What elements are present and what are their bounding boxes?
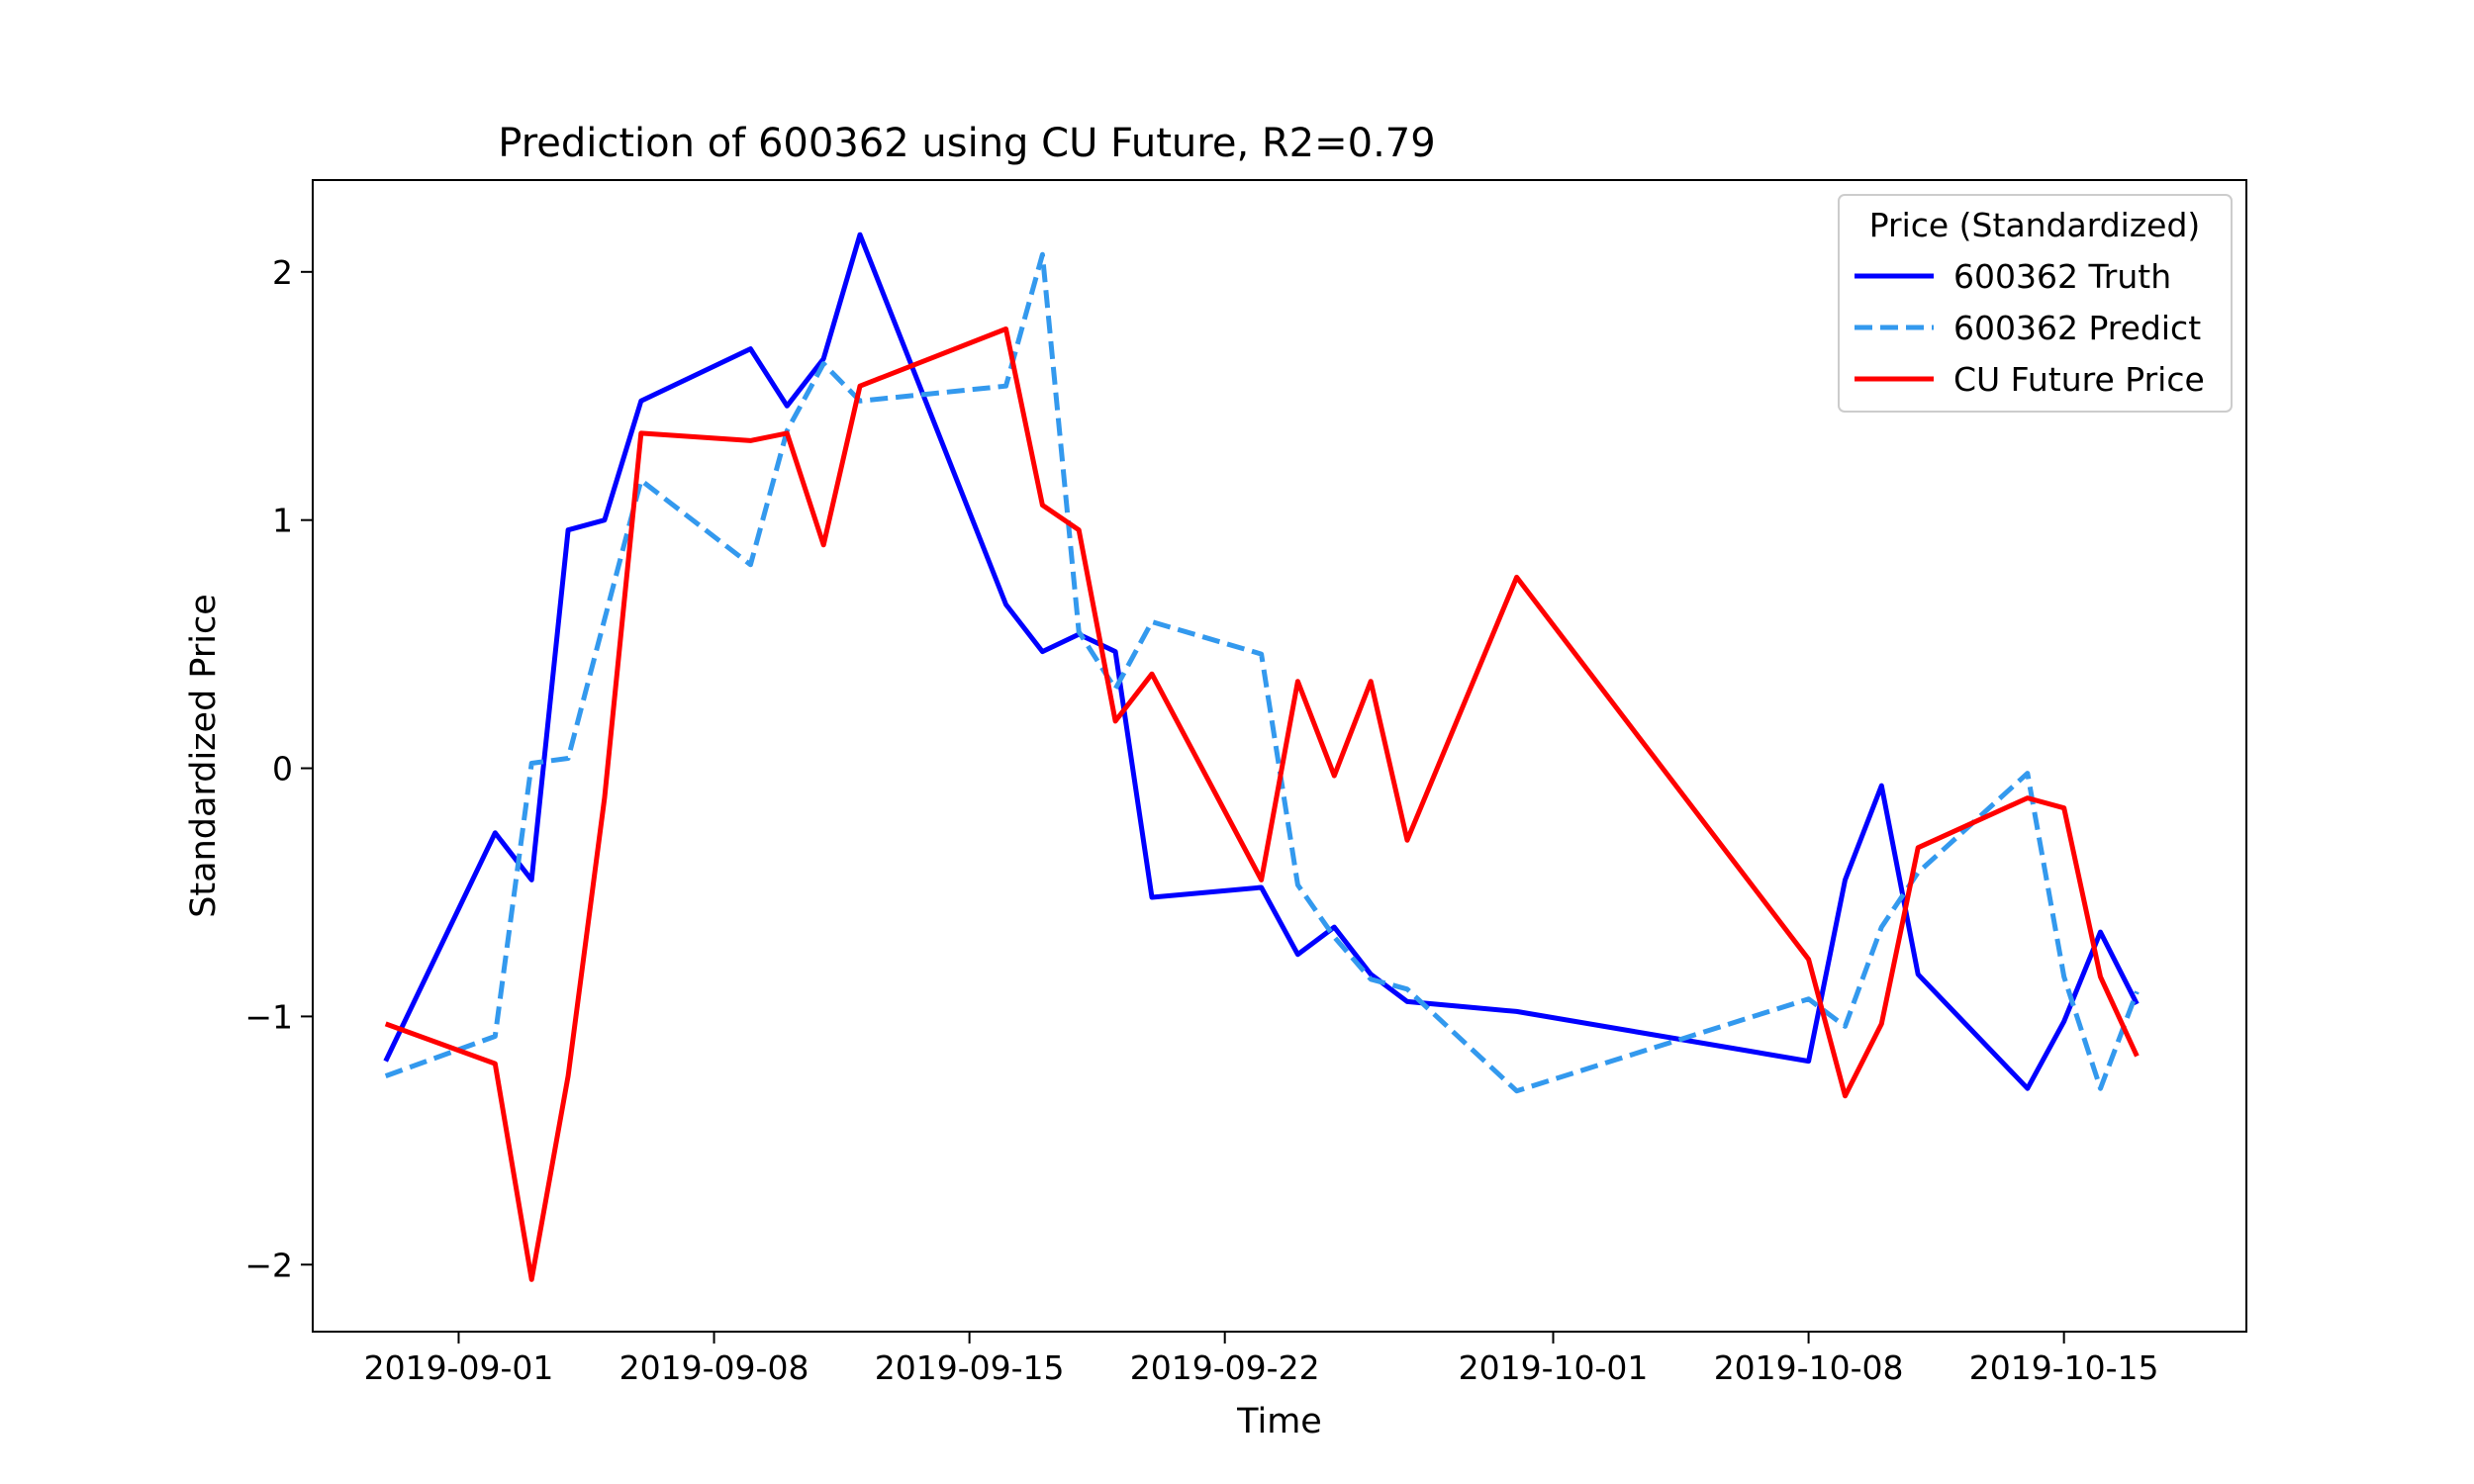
x-tick-label: 2019-10-15	[1969, 1348, 2159, 1387]
y-tick-label: 2	[272, 253, 293, 292]
x-tick-label: 2019-09-01	[364, 1348, 554, 1387]
legend-frame	[1838, 194, 2233, 413]
legend-label-2: 600362 Predict	[1953, 309, 2201, 347]
series-line-1	[383, 232, 2140, 1091]
legend-label-3: CU Future Price	[1953, 360, 2205, 399]
x-tick-label: 2019-09-22	[1130, 1348, 1320, 1387]
x-axis: 2019-09-01 2019-09-08 2019-09-15 2019-09-22…	[364, 1332, 2159, 1387]
chart-title: Prediction of 600362 using CU Future, R2…	[498, 121, 1435, 166]
y-axis-label: Standardized Price	[184, 594, 224, 918]
legend-title: Price (Standardized)	[1869, 206, 2201, 244]
x-axis-label: Time	[1236, 1402, 1322, 1441]
x-tick-label: 2019-09-15	[875, 1348, 1065, 1387]
x-tick-label: 2019-10-08	[1714, 1348, 1904, 1387]
legend: Price (Standardized) 600362 Truth 600362 …	[1838, 194, 2233, 413]
plot-frame	[312, 179, 2247, 1333]
series-line-3	[384, 326, 2140, 1282]
x-tick-label: 2019-09-08	[619, 1348, 809, 1387]
legend-label-1: 600362 Truth	[1953, 257, 2171, 296]
plot-area	[383, 232, 2140, 1282]
x-tick-label: 2019-10-01	[1459, 1348, 1649, 1387]
y-tick-label: −2	[244, 1246, 293, 1284]
y-tick-label: 1	[272, 502, 293, 540]
y-tick-label: 0	[272, 750, 293, 788]
y-axis: −2 −1 0 1 2	[244, 253, 313, 1284]
y-tick-label: −1	[244, 997, 293, 1036]
series-line-2	[384, 251, 2140, 1094]
